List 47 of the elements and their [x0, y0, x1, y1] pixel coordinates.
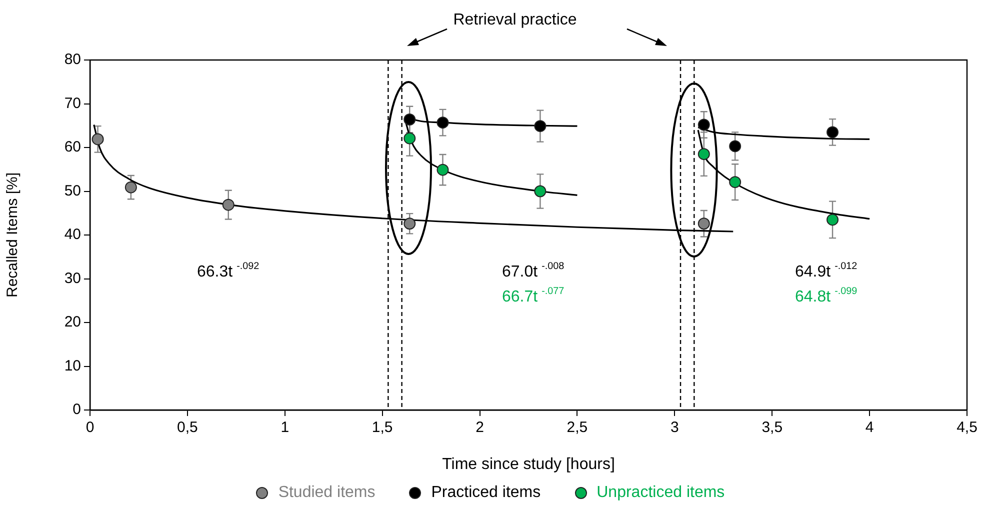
x-tick-label: 1,5 [372, 419, 393, 436]
point [404, 218, 416, 230]
point [826, 214, 839, 226]
y-tick-label: 30 [64, 270, 81, 287]
point [222, 198, 234, 211]
legend-label: Studied items [278, 484, 376, 502]
legend-label: Unpracticed items [596, 484, 725, 502]
annotation: 67.0t-.008 [502, 261, 565, 280]
point [534, 185, 546, 198]
x-tick-label: 4 [865, 419, 874, 436]
point [826, 126, 839, 138]
y-tick-label: 70 [64, 94, 81, 112]
point [92, 133, 104, 146]
x-axis-title: Time since study [hours] [442, 456, 615, 473]
x-tick-label: 2,5 [566, 419, 588, 436]
x-tick-label: 3,5 [762, 419, 783, 436]
x-tick-label: 0 [86, 419, 94, 436]
y-tick-label: 60 [64, 138, 81, 156]
y-tick-label: 10 [64, 357, 81, 374]
y-axis-title: Recalled Items [%] [4, 172, 22, 298]
point [698, 118, 710, 131]
x-tick-label: 0,5 [177, 419, 198, 436]
y-tick-label: 50 [64, 182, 81, 200]
x-tick-label: 4,5 [956, 419, 978, 436]
point [404, 114, 416, 126]
point [124, 181, 137, 194]
text: Retrieval practice [453, 11, 577, 28]
annotation: 66.3t-.092 [197, 261, 260, 280]
point [729, 140, 742, 152]
annotation: 66.7t-.077 [502, 286, 565, 306]
x-tick-label: 3 [670, 419, 679, 436]
point [404, 132, 416, 144]
y-tick-label: 80 [64, 51, 81, 68]
y-tick-label: 0 [72, 401, 81, 418]
y-tick-label: 40 [64, 226, 81, 244]
y-tick-label: 20 [64, 314, 81, 331]
point [698, 218, 710, 230]
point [729, 176, 742, 188]
annotation: 64.8t-.099 [795, 286, 858, 306]
annotation: 64.9t-.012 [795, 261, 858, 280]
point [436, 164, 449, 176]
point [698, 148, 710, 160]
point [534, 120, 546, 132]
legend-label: Practiced items [431, 484, 541, 502]
x-tick-label: 2 [476, 419, 484, 436]
point [436, 116, 449, 129]
x-tick-label: 1 [280, 419, 290, 436]
